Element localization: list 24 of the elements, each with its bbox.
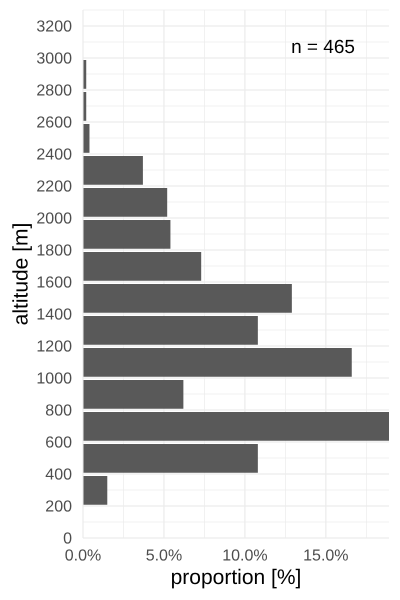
y-tick-label: 1400 bbox=[36, 306, 72, 324]
x-tick-label: 15.0% bbox=[303, 547, 349, 564]
y-tick-label: 1600 bbox=[36, 274, 72, 292]
x-tick-label: 0.0% bbox=[64, 547, 102, 564]
y-tick-label: 2000 bbox=[36, 210, 72, 228]
y-tick-label: 2200 bbox=[36, 178, 72, 196]
y-tick-label: 2400 bbox=[36, 146, 72, 164]
y-tick-label: 800 bbox=[45, 402, 72, 420]
y-tick-label: 0 bbox=[63, 530, 72, 548]
y-tick-label: 600 bbox=[45, 434, 72, 452]
y-tick-label: 1200 bbox=[36, 338, 72, 356]
y-tick-label: 200 bbox=[45, 498, 72, 516]
annotation: n = 465 bbox=[291, 37, 355, 59]
y-tick-label: 3000 bbox=[36, 50, 72, 68]
y-tick-label: 2600 bbox=[36, 114, 72, 132]
x-tick-label: 5.0% bbox=[146, 547, 182, 564]
y-tick-label: 2800 bbox=[36, 82, 72, 100]
y-tick-label: 400 bbox=[45, 466, 72, 484]
y-tick-label: 1800 bbox=[36, 242, 72, 260]
y-tick-label: 1000 bbox=[36, 370, 72, 388]
y-tick-label: 3200 bbox=[36, 18, 72, 36]
y-axis-title: altitude [m] bbox=[9, 222, 32, 326]
x-axis-title: proportion [%] bbox=[170, 566, 302, 589]
x-tick-label: 10.0% bbox=[222, 547, 268, 564]
